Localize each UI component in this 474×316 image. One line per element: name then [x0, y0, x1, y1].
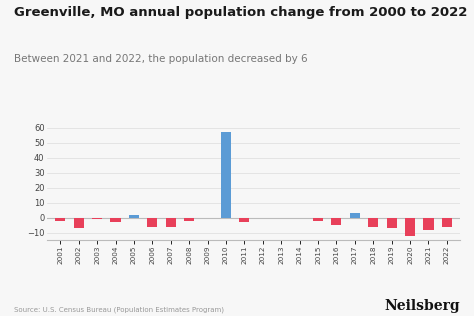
Bar: [92, 218, 102, 219]
Bar: [387, 218, 397, 228]
Bar: [73, 218, 84, 228]
Text: Neilsberg: Neilsberg: [384, 299, 460, 313]
Bar: [129, 215, 139, 218]
Bar: [55, 218, 65, 221]
Bar: [239, 218, 249, 222]
Bar: [110, 218, 120, 222]
Bar: [147, 218, 157, 227]
Bar: [313, 218, 323, 221]
Text: Source: U.S. Census Bureau (Population Estimates Program): Source: U.S. Census Bureau (Population E…: [14, 306, 224, 313]
Bar: [350, 213, 360, 218]
Bar: [442, 218, 452, 227]
Bar: [423, 218, 434, 230]
Bar: [184, 218, 194, 221]
Bar: [368, 218, 378, 227]
Bar: [221, 132, 231, 218]
Bar: [331, 218, 341, 225]
Text: Greenville, MO annual population change from 2000 to 2022: Greenville, MO annual population change …: [14, 6, 467, 19]
Text: Between 2021 and 2022, the population decreased by 6: Between 2021 and 2022, the population de…: [14, 54, 308, 64]
Bar: [166, 218, 176, 227]
Bar: [405, 218, 415, 236]
